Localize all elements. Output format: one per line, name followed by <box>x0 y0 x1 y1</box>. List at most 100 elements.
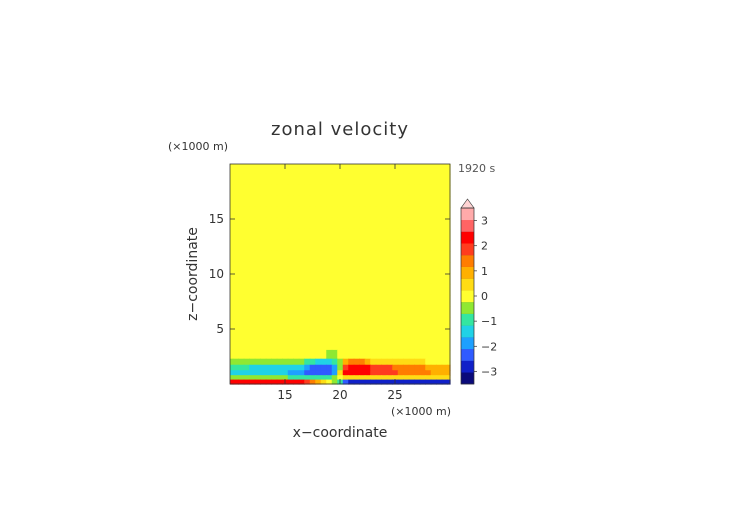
heatmap-cell <box>425 364 432 371</box>
heatmap-cell <box>331 164 338 175</box>
heatmap-cell <box>326 228 333 241</box>
heatmap-cell <box>414 349 421 360</box>
heatmap-cell <box>304 294 311 307</box>
heatmap-cell <box>254 305 261 318</box>
heatmap-cell <box>397 195 404 208</box>
heatmap-cell <box>403 173 410 186</box>
heatmap-cell <box>375 294 382 307</box>
colorbar-tick-label: 0 <box>481 290 488 303</box>
heatmap-cell <box>271 327 278 340</box>
heatmap-cell <box>436 370 443 376</box>
heatmap-cell <box>287 327 294 340</box>
heatmap-cell <box>397 250 404 263</box>
heatmap-cell <box>315 349 322 360</box>
heatmap-cell <box>425 283 432 296</box>
heatmap-cell <box>381 305 388 318</box>
heatmap-cell <box>265 272 272 285</box>
heatmap-cell <box>265 164 272 175</box>
heatmap-cell <box>265 239 272 252</box>
heatmap-cell <box>271 316 278 329</box>
heatmap-cell <box>320 349 327 360</box>
heatmap-cell <box>315 206 322 219</box>
heatmap-cell <box>436 195 443 208</box>
heatmap-cell <box>430 228 437 241</box>
heatmap-cell <box>425 349 432 360</box>
heatmap-cell <box>386 272 393 285</box>
heatmap-cell <box>348 239 355 252</box>
heatmap-cell <box>419 283 426 296</box>
heatmap-cell <box>381 294 388 307</box>
heatmap-cell <box>414 338 421 351</box>
heatmap-cell <box>249 338 256 351</box>
heatmap-cell <box>375 228 382 241</box>
heatmap-cell <box>370 195 377 208</box>
heatmap-cell <box>392 358 399 366</box>
heatmap-cell <box>441 164 448 175</box>
heatmap-cell <box>276 316 283 329</box>
heatmap-cell <box>230 228 234 241</box>
heatmap-cell <box>238 239 245 252</box>
heatmap-cell <box>282 184 289 197</box>
heatmap-cell <box>408 195 415 208</box>
heatmap-cell <box>397 239 404 252</box>
heatmap-cell <box>392 173 399 186</box>
heatmap-cell <box>436 375 443 381</box>
heatmap-cell <box>320 228 327 241</box>
heatmap-cell <box>320 327 327 340</box>
heatmap-cell <box>243 283 250 296</box>
heatmap-cell <box>320 370 327 376</box>
heatmap-cell <box>408 261 415 274</box>
heatmap-cell <box>403 305 410 318</box>
heatmap-cell <box>265 370 272 376</box>
heatmap-cell <box>337 184 344 197</box>
heatmap-cell <box>238 283 245 296</box>
heatmap-cell <box>293 305 300 318</box>
heatmap-cell <box>408 228 415 241</box>
heatmap-cell <box>419 375 426 381</box>
heatmap-cell <box>230 164 234 175</box>
heatmap-cell <box>430 195 437 208</box>
heatmap-cell <box>320 206 327 219</box>
heatmap-cell <box>249 272 256 285</box>
heatmap-cell <box>331 379 338 385</box>
heatmap-cell <box>326 217 333 230</box>
heatmap-cell <box>298 195 305 208</box>
heatmap-cell <box>230 370 234 376</box>
heatmap-cell <box>359 327 366 340</box>
heatmap-cell <box>342 217 349 230</box>
heatmap-cell <box>282 272 289 285</box>
heatmap-cell <box>298 283 305 296</box>
heatmap-cell <box>326 239 333 252</box>
heatmap-cell <box>364 184 371 197</box>
heatmap-cell <box>414 364 421 371</box>
heatmap-cell <box>381 283 388 296</box>
heatmap-cell <box>265 305 272 318</box>
heatmap-cell <box>342 375 349 381</box>
heatmap-cell <box>403 316 410 329</box>
heatmap-cell <box>414 217 421 230</box>
heatmap-cell <box>397 272 404 285</box>
heatmap-cell <box>276 305 283 318</box>
heatmap-cell <box>276 228 283 241</box>
heatmap-cell <box>364 164 371 175</box>
heatmap-cell <box>271 349 278 360</box>
heatmap-cell <box>249 294 256 307</box>
heatmap-cell <box>359 364 366 371</box>
heatmap-cell <box>260 349 267 360</box>
heatmap-cell <box>282 370 289 376</box>
heatmap-cell <box>436 338 443 351</box>
heatmap-cell <box>230 272 234 285</box>
heatmap-cell <box>447 195 451 208</box>
heatmap-cell <box>408 316 415 329</box>
heatmap-cell <box>419 184 426 197</box>
heatmap-cell <box>331 206 338 219</box>
heatmap-cell <box>271 250 278 263</box>
heatmap-cell <box>364 195 371 208</box>
heatmap-cell <box>298 206 305 219</box>
heatmap-cell <box>447 261 451 274</box>
heatmap-cell <box>320 375 327 381</box>
heatmap-cell <box>304 364 311 371</box>
heatmap-cell <box>381 327 388 340</box>
heatmap-cell <box>441 250 448 263</box>
heatmap-cell <box>249 239 256 252</box>
